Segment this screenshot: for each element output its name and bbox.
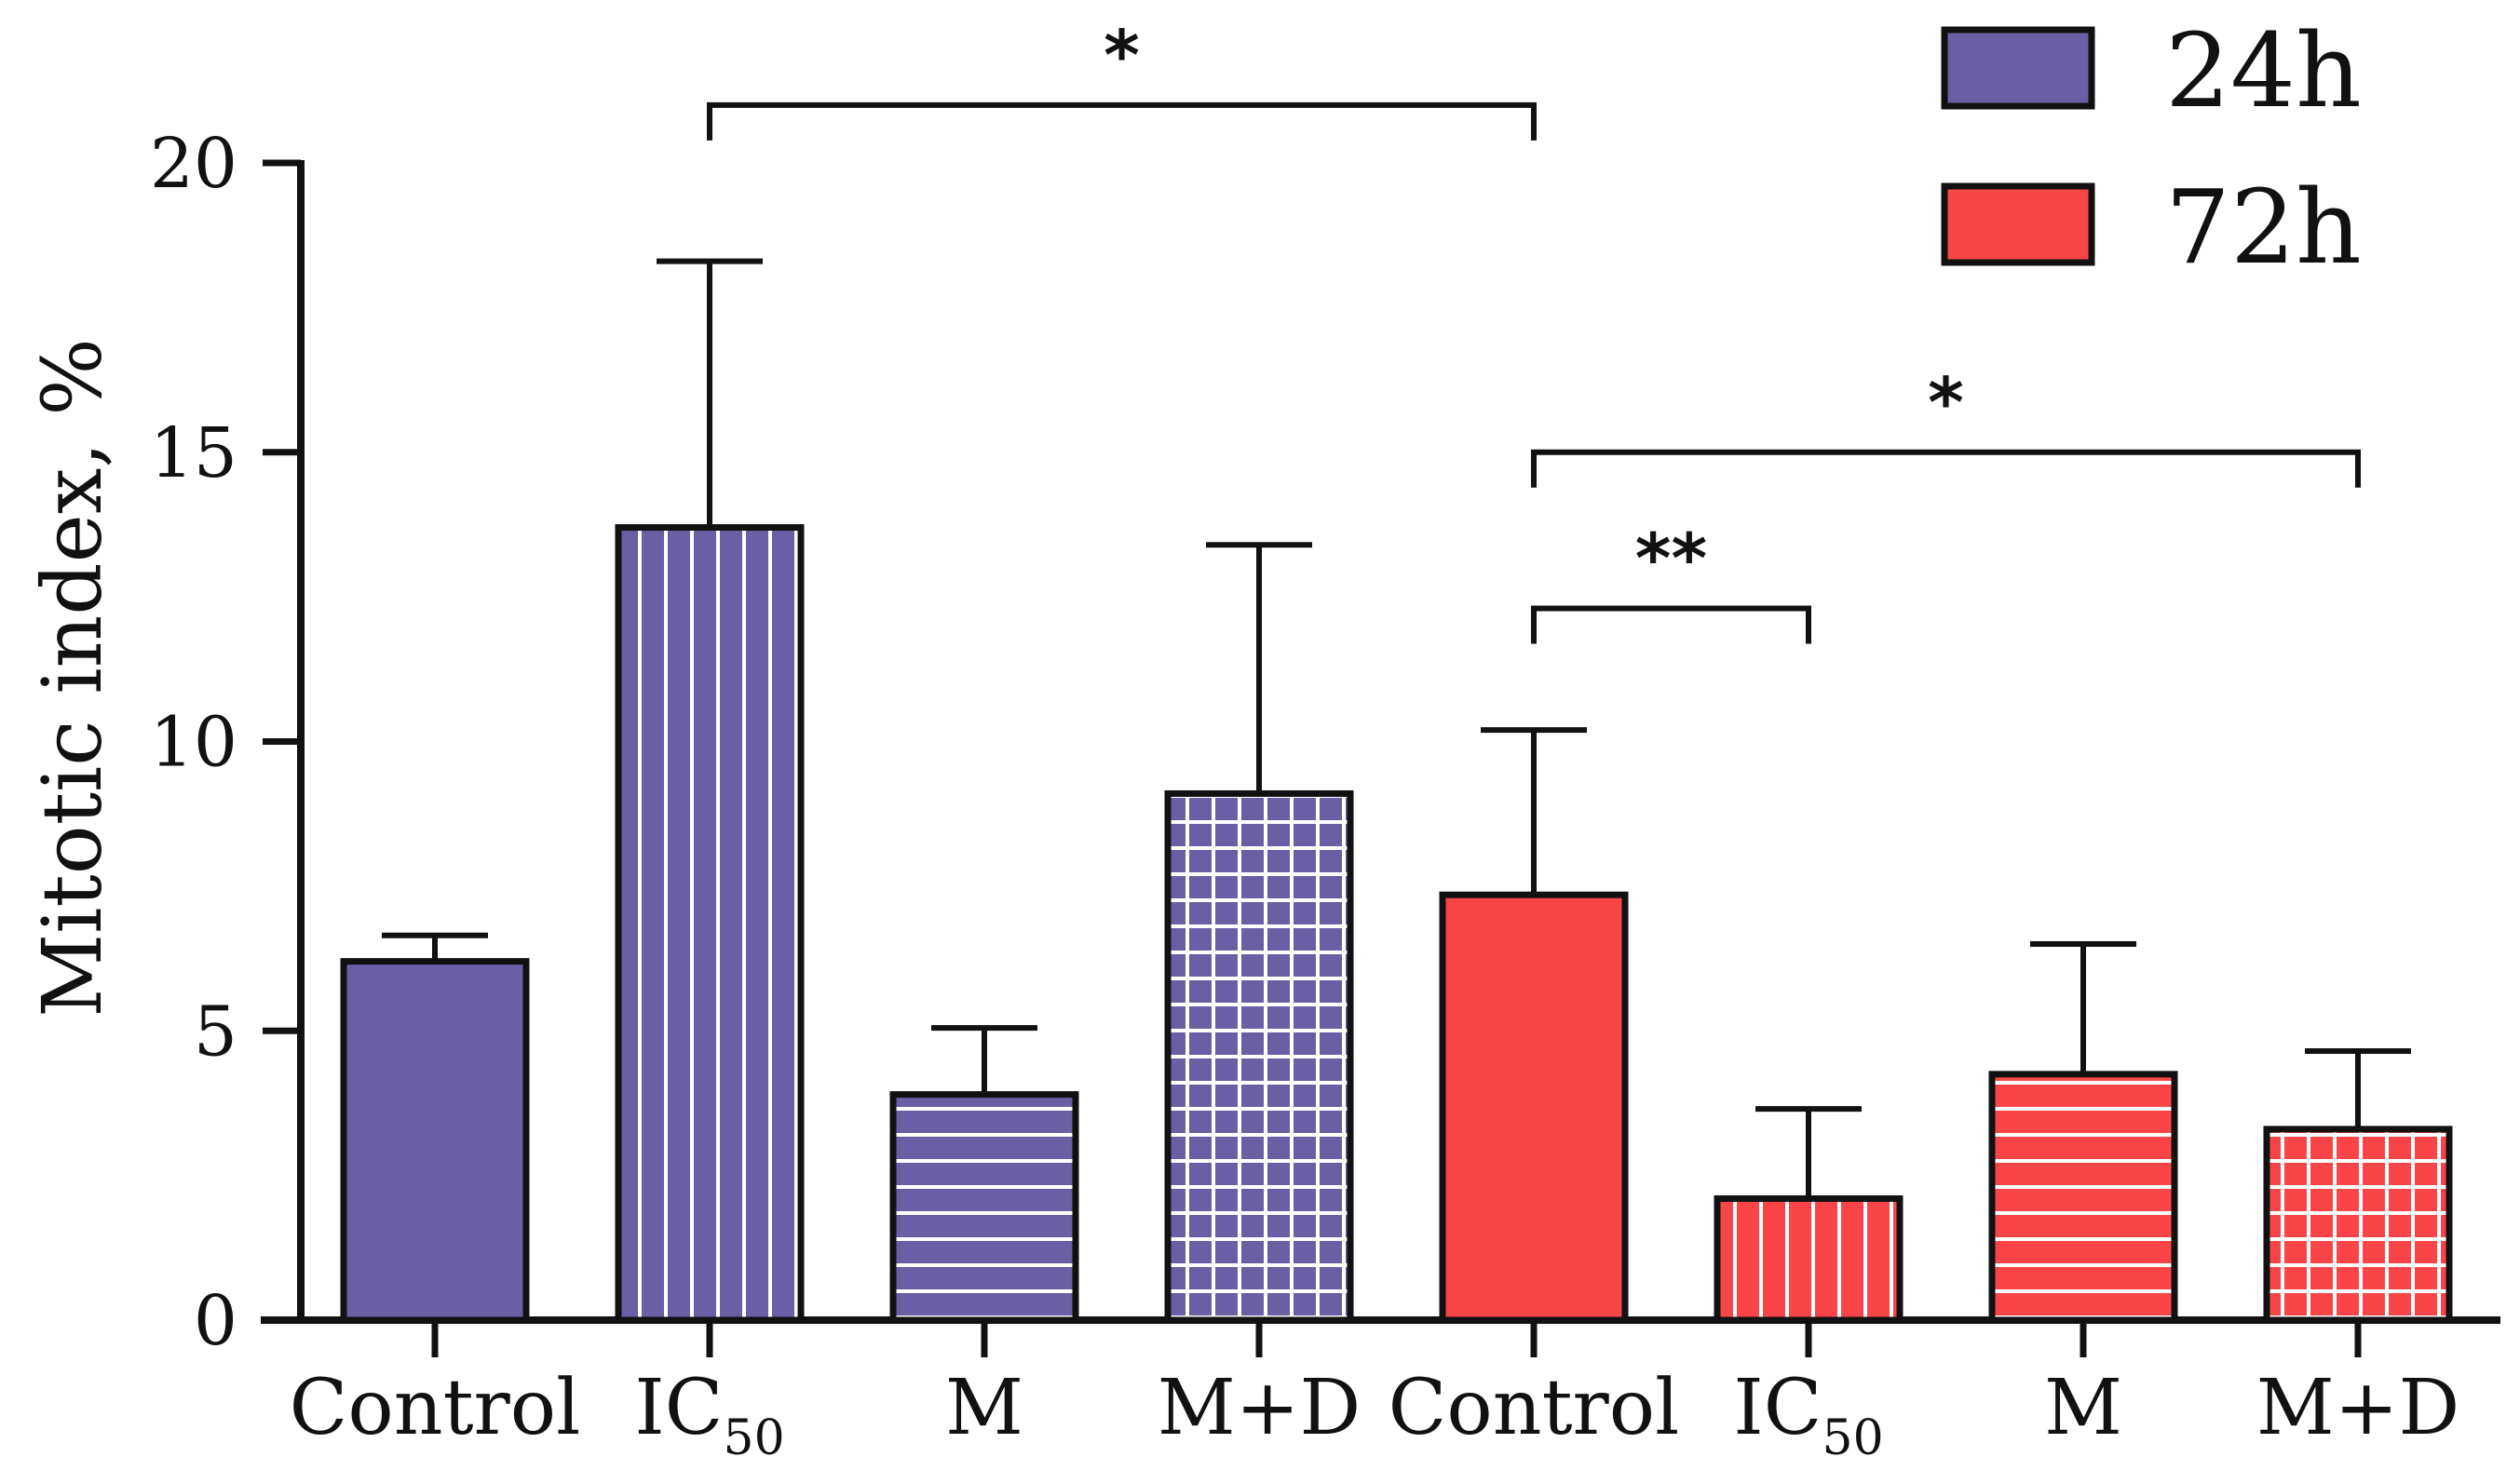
y-tick-label: 0 <box>194 1281 237 1361</box>
bar-pattern <box>2267 1128 2449 1320</box>
y-axis-label: Mitotic index, % <box>24 338 120 1018</box>
y-tick-label: 15 <box>150 413 237 493</box>
legend-label-72h: 72h <box>2165 168 2362 287</box>
legend-swatch-72h <box>1941 182 2095 266</box>
significance-label: * <box>1104 16 1140 96</box>
bar-pattern <box>1717 1198 1900 1320</box>
significance-bracket <box>707 101 1537 141</box>
x-tick-label: Control <box>290 1364 581 1452</box>
y-tick-label: 5 <box>194 991 237 1072</box>
x-tick-label: M <box>945 1364 1023 1452</box>
bar-pattern <box>893 1094 1076 1320</box>
legend-swatch-24h <box>1941 26 2095 110</box>
bar-pattern <box>1992 1073 2175 1320</box>
y-tick-label: 20 <box>150 124 237 204</box>
x-tick-label: IC50 <box>634 1364 784 1466</box>
y-tick-label: 10 <box>150 703 237 783</box>
bar <box>344 961 526 1320</box>
x-tick-label: IC50 <box>1733 1364 1883 1466</box>
bar-pattern <box>1168 793 1350 1320</box>
legend-label-24h: 24h <box>2165 11 2362 130</box>
significance-label: * <box>1928 363 1964 443</box>
x-tick-label: M+D <box>2256 1364 2459 1452</box>
bar <box>1443 895 1625 1320</box>
x-tick-label: Control <box>1389 1364 1680 1452</box>
significance-bracket <box>1531 605 1811 644</box>
significance-label: ** <box>1635 519 1707 600</box>
significance-bracket <box>1531 449 2361 488</box>
bar-pattern <box>618 527 801 1320</box>
x-tick-label: M+D <box>1158 1364 1361 1452</box>
x-tick-label: M <box>2044 1364 2122 1452</box>
